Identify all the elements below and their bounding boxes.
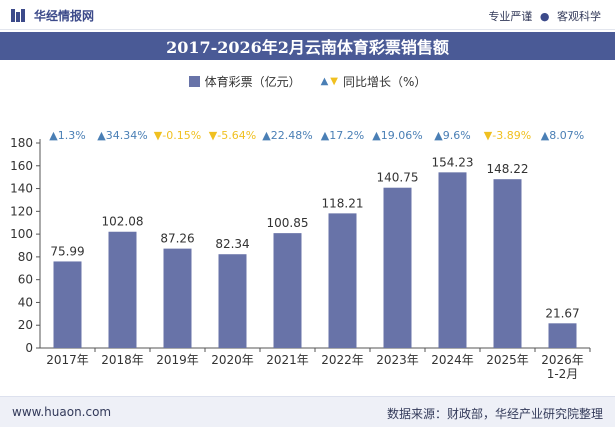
y-tick-label: 40 — [18, 295, 33, 309]
up-triangle-icon: ▲ — [97, 129, 106, 142]
up-triangle-icon: ▲ — [372, 129, 381, 142]
bar-swatch-icon — [188, 75, 200, 87]
x-tick-label: 2023年 — [376, 353, 419, 367]
y-tick-label: 100 — [10, 227, 33, 241]
legend-bar-label: 体育彩票（亿元） — [204, 74, 301, 89]
x-tick-label: 2018年 — [101, 353, 144, 367]
y-tick-label: 60 — [18, 273, 33, 287]
y-tick-label: 80 — [18, 250, 33, 264]
up-triangle-icon: ▲ — [49, 129, 58, 142]
chart-title-bar: 2017-2026年2月云南体育彩票销售额 — [0, 32, 615, 60]
x-tick-label: 2021年 — [266, 353, 309, 367]
x-tick-label: 2026年 — [541, 353, 584, 367]
huajing-logo-icon — [11, 9, 25, 22]
yoy-label: ▲22.48% — [262, 129, 312, 142]
yoy-value: 9.6% — [443, 129, 471, 142]
brand-bar: 华经情报网 专业严谨 ● 客观科学 — [0, 0, 615, 30]
y-tick-label: 160 — [10, 159, 33, 173]
yoy-value: -0.15% — [162, 129, 201, 142]
bar — [218, 254, 247, 348]
bar-value-label: 21.67 — [545, 306, 579, 320]
y-tick-label: 0 — [25, 341, 33, 355]
bar-value-label: 100.85 — [267, 216, 309, 230]
y-tick-label: 120 — [10, 204, 33, 218]
footer: www.huaon.com 数据来源：财政部，华经产业研究院整理 — [0, 396, 615, 427]
yoy-label: ▲17.2% — [321, 129, 364, 142]
yoy-label: ▲19.06% — [372, 129, 422, 142]
up-triangle-icon: ▲ — [320, 75, 329, 87]
x-tick-label: 2024年 — [431, 353, 474, 367]
y-tick-label: 20 — [18, 318, 33, 332]
x-tick-label: 2019年 — [156, 353, 199, 367]
y-tick-label: 180 — [10, 136, 33, 150]
up-triangle-icon: ▲ — [262, 129, 271, 142]
yoy-label: ▼-5.64% — [209, 129, 256, 142]
down-triangle-icon: ▼ — [484, 129, 493, 142]
bar-value-label: 118.21 — [322, 196, 364, 210]
bar — [383, 187, 412, 348]
bar — [273, 233, 302, 348]
x-tick-label: 2017年 — [46, 353, 89, 367]
bar — [108, 231, 137, 348]
bar-value-label: 154.23 — [432, 155, 474, 169]
legend-item-bar: 体育彩票（亿元） — [188, 73, 301, 90]
yoy-value: -5.64% — [217, 129, 256, 142]
yoy-value: 34.34% — [106, 129, 148, 142]
bar-value-label: 82.34 — [215, 237, 249, 251]
bar — [53, 261, 82, 348]
yoy-label: ▲1.3% — [49, 129, 85, 142]
yoy-label: ▲34.34% — [97, 129, 147, 142]
bar — [438, 172, 467, 348]
yoy-label: ▲8.07% — [541, 129, 584, 142]
yoy-label: ▲9.6% — [434, 129, 470, 142]
chart-title: 2017-2026年2月云南体育彩票销售额 — [166, 38, 449, 57]
yoy-value: 8.07% — [549, 129, 584, 142]
x-tick-label: 2022年 — [321, 353, 364, 367]
bar-value-label: 148.22 — [487, 162, 529, 176]
x-tick-label: 1-2月 — [547, 367, 579, 381]
separator-dot-icon: ● — [539, 10, 550, 23]
footer-url: www.huaon.com — [12, 405, 112, 419]
bar-value-label: 102.08 — [102, 215, 144, 229]
brand-tag-objective: 客观科学 — [557, 10, 601, 23]
chart-legend: 体育彩票（亿元） ▲ ▼ 同比增长（%） — [0, 72, 615, 90]
down-triangle-icon: ▼ — [154, 129, 163, 142]
x-tick-label: 2020年 — [211, 353, 254, 367]
up-triangle-icon: ▲ — [541, 129, 550, 142]
yoy-value: 19.06% — [381, 129, 423, 142]
bar-value-label: 75.99 — [50, 244, 84, 258]
down-triangle-icon: ▼ — [330, 75, 338, 87]
brand-tag-professional: 专业严谨 — [488, 10, 533, 23]
up-triangle-icon: ▲ — [321, 129, 330, 142]
yoy-label: ▼-3.89% — [484, 129, 531, 142]
yoy-value: 1.3% — [58, 129, 86, 142]
yoy-value: 22.48% — [271, 129, 313, 142]
legend-yoy-label: 同比增长（%） — [343, 74, 427, 89]
brand-name: 华经情报网 — [34, 9, 95, 23]
bar — [493, 179, 522, 348]
footer-source: 数据来源：财政部，华经产业研究院整理 — [386, 407, 603, 421]
bar-chart: 0 20 40 60 80 100 120 140 160 180 75.99 2017年 102.08… — [10, 129, 591, 381]
bar — [548, 323, 577, 348]
yoy-value: 17.2% — [329, 129, 364, 142]
legend-item-yoy: ▲ ▼ 同比增长（%） — [321, 73, 427, 90]
bar — [163, 248, 192, 348]
bar-value-label: 87.26 — [160, 232, 194, 246]
bar — [328, 213, 357, 348]
yoy-value: -3.89% — [492, 129, 531, 142]
down-triangle-icon: ▼ — [209, 129, 218, 142]
up-triangle-icon: ▲ — [434, 129, 443, 142]
yoy-label: ▼-0.15% — [154, 129, 201, 142]
x-tick-label: 2025年 — [486, 353, 529, 367]
bar-value-label: 140.75 — [377, 171, 419, 185]
y-tick-label: 140 — [10, 182, 33, 196]
brand-tags: 专业严谨 ● 客观科学 — [488, 8, 601, 24]
